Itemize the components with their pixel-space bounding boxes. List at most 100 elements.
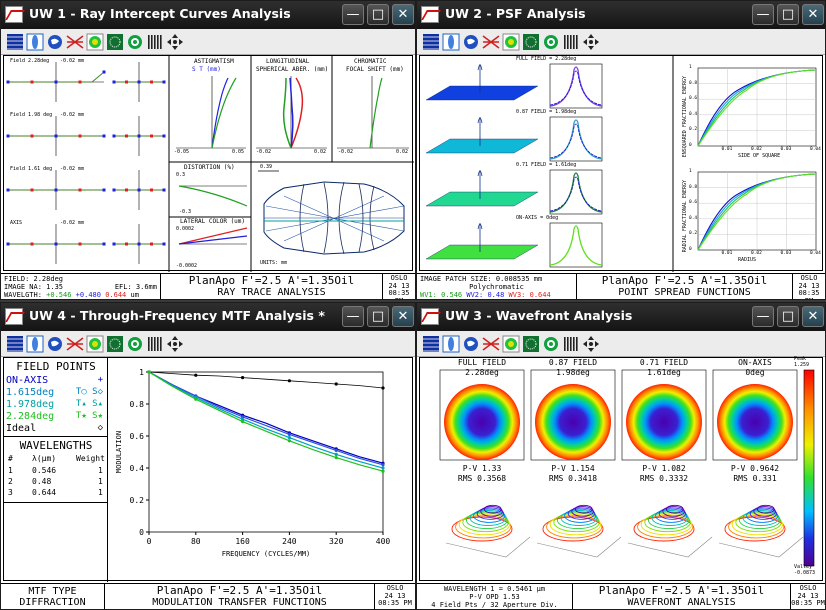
wavefront-rms: RMS 0.3568 (457, 474, 507, 483)
maximize-button[interactable]: □ (367, 306, 389, 327)
spot-diagram-icon[interactable] (502, 33, 520, 51)
wavefront-3d-contour (756, 504, 775, 514)
wavelength-cell: 0.546 (32, 466, 57, 475)
wavefront-map (626, 384, 702, 460)
spot-diagram-icon[interactable] (86, 335, 104, 353)
barcode-icon[interactable] (146, 335, 164, 353)
maximize-button[interactable]: □ (777, 306, 799, 327)
lens-icon[interactable] (442, 335, 460, 353)
field-point-name: 2.284deg (6, 411, 55, 422)
oslo-app-icon (421, 6, 439, 23)
wavefront-3d-contour (724, 516, 786, 542)
globe-icon[interactable] (46, 33, 64, 51)
lens-icon[interactable] (442, 33, 460, 51)
globe-icon[interactable] (462, 33, 480, 51)
uw3-titlebar[interactable]: UW 3 - Wavefront Analysis — □ ✕ (417, 303, 825, 331)
footer-analysis-name: WAVEFRONT ANALYSIS (627, 597, 736, 608)
spreadsheet-icon[interactable] (422, 33, 440, 51)
mtf-plot-frame (148, 371, 384, 533)
close-button[interactable]: ✕ (392, 4, 414, 25)
psf-row-label: ON-AXIS = 0deg (516, 215, 559, 221)
uw2-window[interactable]: UW 2 - PSF Analysis — □ ✕ FULL FIELD = 2… (416, 0, 826, 300)
spreadsheet-icon[interactable] (6, 33, 24, 51)
footer-wl-label: WAVELGTH: (4, 291, 47, 299)
move-icon[interactable] (166, 335, 184, 353)
mtf-data-point (287, 432, 291, 436)
psf-icon[interactable] (106, 33, 124, 51)
footer-mtf-type-label: MTF TYPE (28, 586, 77, 597)
close-button[interactable]: ✕ (392, 306, 414, 327)
mtf-data-point (241, 415, 245, 419)
minimize-button[interactable]: — (752, 306, 774, 327)
globe-icon[interactable] (462, 335, 480, 353)
rays-icon[interactable] (66, 335, 84, 353)
uw1-window[interactable]: UW 1 - Ray Intercept Curves Analysis — □… (0, 0, 416, 300)
footer-time: 08:35 PM (791, 599, 825, 607)
close-button[interactable]: ✕ (802, 4, 824, 25)
wavefront-3d-base (536, 536, 622, 558)
barcode-icon[interactable] (562, 335, 580, 353)
target-icon[interactable] (542, 335, 560, 353)
wavefront-rms: RMS 0.3418 (548, 474, 598, 483)
target-icon[interactable] (126, 335, 144, 353)
footer-pv-opd: P-V OPD 1.53 (469, 593, 520, 601)
uw3-window[interactable]: UW 3 - Wavefront Analysis — □ ✕ (416, 302, 826, 610)
wavefront-3d-contour (549, 513, 602, 536)
uw4-titlebar[interactable]: UW 4 - Through-Frequency MTF Analysis * … (1, 303, 415, 331)
spot-diagram-icon[interactable] (86, 33, 104, 51)
uw4-title: UW 4 - Through-Frequency MTF Analysis * (29, 308, 325, 323)
uw2-titlebar[interactable]: UW 2 - PSF Analysis — □ ✕ (417, 1, 825, 29)
wavefront-pv: P-V 1.154 (551, 464, 595, 473)
wavefront-3d-contour (728, 515, 785, 539)
footer-mtf-type: DIFFRACTION (19, 597, 86, 608)
psf-surface (425, 191, 539, 207)
wavefront-map-name: 0.71 FIELD (639, 358, 689, 367)
spreadsheet-icon[interactable] (422, 335, 440, 353)
target-icon[interactable] (126, 33, 144, 51)
globe-icon[interactable] (46, 335, 64, 353)
target-icon[interactable] (542, 33, 560, 51)
energy-ytick: 0.8 (689, 184, 698, 190)
minimize-button[interactable]: — (342, 4, 364, 25)
footer-polychromatic: Polychromatic (469, 283, 524, 291)
barcode-icon[interactable] (562, 33, 580, 51)
mtf-chart: 0 80 160 240 320 400 0 0.2 0.4 0.6 0.8 1 FREQUENCY (… (115, 368, 390, 558)
y-axis-label: MODULATION (115, 431, 123, 473)
maximize-button[interactable]: □ (367, 4, 389, 25)
move-icon[interactable] (166, 33, 184, 51)
wavefront-3d-contour (480, 506, 503, 517)
energy-xlabel: RADIUS (738, 257, 757, 263)
uw4-window[interactable]: UW 4 - Through-Frequency MTF Analysis * … (0, 302, 416, 610)
move-icon[interactable] (582, 335, 600, 353)
colorbar-label: 1.259 (794, 362, 810, 368)
y-tick-label: 0.2 (130, 496, 145, 505)
psf-icon[interactable] (106, 335, 124, 353)
uw3-footer: WAVELENGTH 1 = 0.5461 μm P-V OPD 1.53 4 … (417, 583, 825, 609)
barcode-icon[interactable] (146, 33, 164, 51)
psf-icon[interactable] (522, 33, 540, 51)
minimize-button[interactable]: — (752, 4, 774, 25)
colorbar-label: -0.0873 (794, 570, 816, 576)
lens-icon[interactable] (26, 335, 44, 353)
rays-icon[interactable] (482, 335, 500, 353)
energy-ytick: 0.6 (689, 96, 698, 102)
footer-field-points: 4 Field Pts / 32 Aperture Div. (431, 601, 558, 609)
uw1-titlebar[interactable]: UW 1 - Ray Intercept Curves Analysis — □… (1, 1, 415, 29)
uw4-footer: MTF TYPE DIFFRACTION PlanApo F'=2.5 A'=1… (1, 583, 415, 609)
spot-diagram-icon[interactable] (502, 335, 520, 353)
wavefront-map-angle: 1.98deg (556, 368, 590, 377)
mtf-data-point (241, 376, 245, 380)
rays-icon[interactable] (482, 33, 500, 51)
move-icon[interactable] (582, 33, 600, 51)
rays-icon[interactable] (66, 33, 84, 51)
lens-icon[interactable] (26, 33, 44, 51)
spreadsheet-icon[interactable] (6, 335, 24, 353)
latcolor-ymin: -0.0002 (176, 263, 198, 269)
wavefront-3d-contour (749, 507, 778, 520)
close-button[interactable]: ✕ (802, 306, 824, 327)
psf-icon[interactable] (522, 335, 540, 353)
minimize-button[interactable]: — (342, 306, 364, 327)
maximize-button[interactable]: □ (777, 4, 799, 25)
field-point-name: 1.615deg (6, 387, 55, 398)
wavefront-map (444, 384, 520, 460)
